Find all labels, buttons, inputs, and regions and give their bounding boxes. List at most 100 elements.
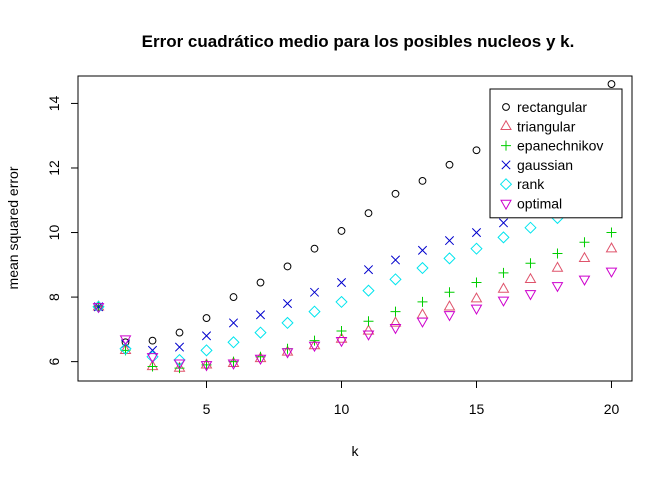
triangular-point	[362, 324, 375, 335]
optimal-point	[389, 324, 402, 335]
rank-point	[119, 342, 132, 355]
optimal-point	[551, 282, 564, 293]
x-tick-label: 15	[469, 401, 485, 417]
gaussian-point	[282, 298, 293, 309]
legend: rectangular triangular epanechnikov gaussia…	[489, 88, 623, 219]
y-tick-label: 12	[46, 160, 62, 176]
optimal-point	[254, 354, 267, 366]
x-tick-label: 10	[334, 401, 350, 417]
triangular-point	[308, 338, 321, 350]
gaussian-point	[417, 245, 428, 255]
rank-point	[308, 305, 321, 318]
rank-point	[470, 242, 483, 255]
rectangular-point	[256, 278, 265, 287]
rectangular-point	[472, 146, 481, 155]
optimal-point	[146, 353, 159, 364]
rectangular-point	[445, 160, 454, 169]
optimal-point	[578, 275, 591, 286]
epanechnikov-point	[525, 258, 536, 269]
rectangular-point	[175, 328, 184, 337]
series-epanechnikov	[93, 227, 617, 374]
y-axis: 6 8 10 12 14	[46, 95, 79, 366]
rectangular-point	[418, 176, 427, 185]
gaussian-point	[228, 318, 239, 328]
x-axis: 5 10 15 20	[203, 380, 620, 417]
optimal-point	[416, 317, 429, 328]
y-axis-label: mean squared error	[5, 166, 21, 289]
optimal-point	[362, 330, 375, 341]
legend-label: rectangular	[517, 99, 587, 115]
optimal-point	[200, 361, 213, 372]
triangular-point	[524, 272, 537, 284]
optimal-point	[470, 304, 483, 315]
epanechnikov-point	[417, 296, 428, 307]
optimal-point	[92, 303, 105, 314]
rectangular-point	[229, 293, 238, 301]
legend-item-optimal: optimal	[500, 196, 562, 212]
series-triangular	[92, 242, 618, 372]
epanechnikov-point	[363, 316, 374, 327]
series-optimal	[92, 267, 618, 372]
legend-label: epanechnikov	[517, 138, 603, 154]
epanechnikov-point	[606, 227, 617, 238]
rank-point	[389, 273, 402, 286]
epanechnikov-point	[336, 325, 347, 336]
gaussian-point	[498, 218, 509, 228]
gaussian-point	[309, 287, 320, 297]
epanechnikov-point	[579, 237, 590, 248]
optimal-point	[443, 311, 456, 322]
gaussian-legend-symbol	[501, 160, 511, 170]
rank-point	[281, 316, 294, 330]
y-tick-label: 10	[46, 225, 62, 241]
rectangular-point	[364, 209, 373, 218]
epanechnikov-point	[498, 267, 509, 278]
legend-item-rank: rank	[499, 176, 545, 192]
rectangular-point	[202, 314, 211, 322]
x-tick-label: 5	[203, 401, 211, 417]
rectangular-point	[283, 262, 292, 271]
legend-item-rectangular: rectangular	[502, 99, 587, 115]
x-tick-label: 20	[604, 401, 620, 417]
epanechnikov-point	[444, 287, 455, 298]
y-tick-label: 6	[46, 358, 62, 366]
rectangular-point	[310, 244, 319, 253]
optimal-point	[497, 296, 510, 307]
triangular-point	[470, 292, 483, 303]
rank-point	[254, 326, 267, 339]
gaussian-point	[471, 227, 482, 238]
epanechnikov-point	[552, 248, 563, 259]
optimal-point	[605, 267, 618, 278]
rectangular-point	[391, 189, 400, 198]
optimal-point	[281, 348, 294, 359]
y-tick-label: 14	[46, 95, 62, 111]
optimal-point	[524, 290, 537, 301]
rank-point	[227, 336, 240, 349]
legend-label: rank	[517, 176, 545, 192]
rectangular-point	[148, 336, 157, 345]
gaussian-point	[255, 310, 266, 320]
gaussian-point	[390, 255, 401, 265]
legend-label: triangular	[517, 118, 576, 134]
triangular-point	[416, 308, 429, 319]
rank-point	[335, 295, 348, 309]
rectangular-point	[607, 80, 616, 88]
gaussian-point	[444, 236, 455, 246]
rank-point	[443, 252, 456, 265]
gaussian-point	[363, 265, 374, 275]
triangular-point	[497, 282, 510, 293]
optimal-legend-symbol	[500, 199, 512, 211]
epanechnikov-point	[255, 351, 266, 362]
epanechnikov-point	[309, 335, 320, 346]
gaussian-point	[174, 342, 185, 352]
triangular-point	[578, 251, 591, 263]
epanechnikov-point	[228, 356, 239, 367]
legend-item-gaussian: gaussian	[501, 157, 573, 173]
y-tick-label: 8	[46, 293, 62, 301]
legend-item-epanechnikov: epanechnikov	[501, 138, 603, 154]
legend-label: gaussian	[517, 157, 573, 173]
rank-point	[416, 261, 429, 275]
rank-point	[524, 221, 537, 234]
triangular-point	[605, 242, 618, 253]
triangular-point	[443, 300, 456, 311]
